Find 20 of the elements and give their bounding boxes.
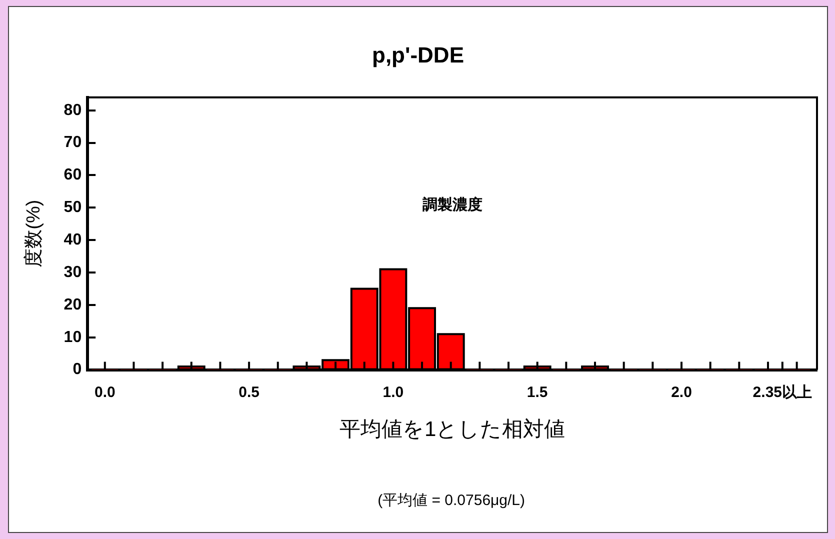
chart-title: p,p'-DDE — [372, 42, 464, 68]
y-tick-label: 20 — [64, 296, 82, 314]
y-tick-label: 40 — [64, 231, 82, 248]
y-axis-title: 度数(%) — [22, 200, 45, 268]
text: (平均値 = 0.0756μg/L) — [378, 492, 526, 509]
x-tick-label: 2.0 — [671, 384, 692, 401]
annotation: 調製濃度 — [422, 195, 482, 214]
y-tick-label: 80 — [64, 102, 82, 119]
x-axis-title: 平均値を1とした相対値 — [339, 418, 566, 442]
y-tick-label: 30 — [64, 264, 82, 281]
x-tick-label: 2.35以上 — [752, 384, 812, 401]
x-tick-label: 1.0 — [382, 384, 404, 401]
y-tick-label: 70 — [64, 134, 82, 152]
y-tick-label: 0 — [72, 361, 82, 378]
y-tick-label: 60 — [64, 166, 82, 184]
x-tick-label: 0.5 — [238, 384, 260, 401]
y-tick-label: 50 — [64, 199, 82, 216]
x-tick-label: 1.5 — [526, 384, 548, 401]
y-tick-label: 10 — [64, 328, 82, 346]
x-tick-label: 0.0 — [94, 384, 116, 401]
